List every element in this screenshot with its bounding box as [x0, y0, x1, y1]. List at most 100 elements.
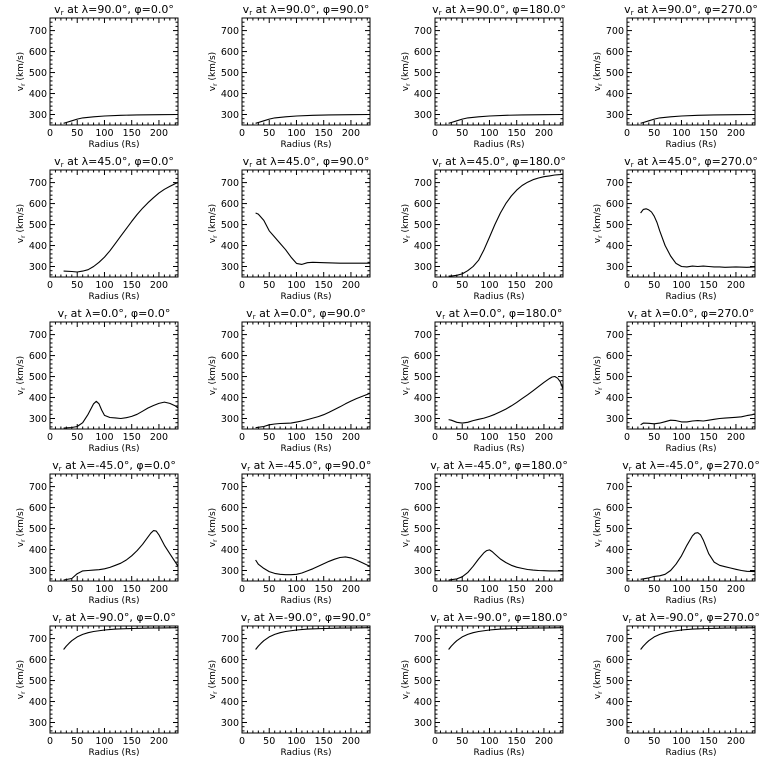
panel-lambda: 90.0: [667, 3, 692, 16]
y-tick-label: 600: [414, 655, 432, 666]
x-tick-label: 0: [624, 736, 630, 747]
panel-phi: 0.0: [147, 307, 165, 320]
y-tick-label: 500: [221, 524, 239, 535]
x-tick-label: 150: [315, 432, 333, 443]
x-tick-label: 100: [95, 736, 113, 747]
x-tick-label: 150: [508, 432, 526, 443]
y-tick-label: 300: [29, 262, 47, 273]
x-tick-label: 200: [727, 736, 745, 747]
x-tick-label: 200: [342, 736, 360, 747]
panel-lambda: 45.0: [475, 155, 500, 168]
x-tick-label: 100: [480, 280, 498, 291]
panel-phi: 180.0: [531, 459, 563, 472]
x-axis-label: Radius (Rs): [665, 748, 716, 758]
y-axis-label: vr (km/s): [593, 660, 604, 699]
panel-4: vr at λ=90.0°, φ=270.0° 0 50 100 150 200 300 40…: [593, 3, 758, 150]
y-tick-label: 300: [606, 110, 624, 121]
y-tick-label: 600: [221, 655, 239, 666]
x-tick-label: 0: [624, 432, 630, 443]
x-tick-label: 50: [71, 584, 83, 595]
y-tick-label: 500: [29, 68, 47, 79]
panel-lambda: -45.0: [665, 459, 693, 472]
x-tick-label: 200: [535, 128, 553, 139]
x-tick-label: 150: [508, 280, 526, 291]
x-tick-label: 150: [123, 280, 141, 291]
panel-phi: 0.0: [151, 155, 169, 168]
y-tick-label: 600: [221, 47, 239, 58]
x-tick-label: 0: [239, 432, 245, 443]
panel-phi: 90.0: [341, 611, 366, 624]
y-tick-label: 600: [221, 503, 239, 514]
panel-title: vr at λ=45.0°, φ=90.0°: [243, 155, 370, 169]
plot-frame: [434, 169, 564, 278]
x-tick-label: 150: [508, 736, 526, 747]
panel-15: vr at λ=-45.0°, φ=180.0° 0 50 100 150 200 300 4…: [401, 459, 568, 606]
x-tick-label: 50: [263, 584, 275, 595]
x-tick-label: 50: [648, 584, 660, 595]
y-tick-label: 400: [221, 545, 239, 556]
panel-phi: 270.0: [717, 307, 749, 320]
y-tick-label: 300: [606, 566, 624, 577]
panel-title: vr at λ=-45.0°, φ=270.0°: [622, 459, 760, 473]
plot-frame: [49, 473, 179, 582]
panel-2: vr at λ=90.0°, φ=90.0° 0 50 100 150 200 300 400…: [208, 3, 371, 150]
panel-6: vr at λ=45.0°, φ=90.0° 0 50 100 150 200 300 400…: [208, 155, 371, 302]
panel-title: vr at λ=90.0°, φ=180.0°: [432, 3, 566, 17]
y-tick-label: 700: [29, 330, 47, 341]
y-tick-label: 300: [221, 262, 239, 273]
y-tick-label: 700: [606, 634, 624, 645]
panel-16: vr at λ=-45.0°, φ=270.0° 0 50 100 150 200 300 4…: [593, 459, 760, 606]
y-tick-label: 600: [606, 655, 624, 666]
panel-phi: 180.0: [525, 307, 557, 320]
y-tick-label: 600: [606, 47, 624, 58]
panel-lambda: 45.0: [667, 155, 692, 168]
panel-lambda: -45.0: [473, 459, 501, 472]
y-axis-label: vr (km/s): [401, 356, 412, 395]
panel-title: vr at λ=0.0°, φ=270.0°: [628, 307, 755, 321]
x-tick-label: 200: [342, 432, 360, 443]
x-tick-label: 0: [432, 280, 438, 291]
panel-lambda: -90.0: [473, 611, 501, 624]
x-tick-label: 150: [315, 128, 333, 139]
y-tick-label: 500: [29, 220, 47, 231]
x-axis-label: Radius (Rs): [665, 140, 716, 150]
x-tick-label: 150: [508, 128, 526, 139]
x-tick-label: 100: [287, 584, 305, 595]
panel-lambda: 90.0: [286, 3, 311, 16]
panel-title: vr at λ=90.0°, φ=0.0°: [54, 3, 174, 17]
x-tick-label: 150: [700, 736, 718, 747]
vr-curve: [640, 208, 756, 268]
x-axis-label: Radius (Rs): [280, 748, 331, 758]
y-tick-label: 500: [414, 372, 432, 383]
x-tick-label: 200: [535, 584, 553, 595]
x-tick-label: 50: [456, 432, 468, 443]
panel-13: vr at λ=-45.0°, φ=0.0° 0 50 100 150 200 300 400…: [16, 459, 179, 606]
x-tick-label: 50: [648, 432, 660, 443]
y-axis-label: vr (km/s): [16, 508, 27, 547]
y-tick-label: 700: [221, 330, 239, 341]
y-tick-label: 700: [221, 178, 239, 189]
x-tick-label: 50: [648, 128, 660, 139]
panel-title: vr at λ=0.0°, φ=90.0°: [246, 307, 366, 321]
plot-frame: [626, 321, 756, 430]
y-axis-label: vr (km/s): [208, 204, 219, 243]
x-tick-label: 50: [71, 128, 83, 139]
panel-phi: 270.0: [723, 611, 755, 624]
x-tick-label: 150: [123, 432, 141, 443]
panel-title: vr at λ=45.0°, φ=270.0°: [624, 155, 758, 169]
y-tick-label: 300: [29, 718, 47, 729]
y-axis-label: vr (km/s): [401, 508, 412, 547]
x-tick-label: 200: [150, 736, 168, 747]
y-tick-label: 500: [221, 68, 239, 79]
panel-lambda: -90.0: [284, 611, 312, 624]
x-tick-label: 200: [150, 584, 168, 595]
vr-curve: [255, 627, 371, 650]
panel-title: vr at λ=90.0°, φ=270.0°: [624, 3, 758, 17]
x-tick-label: 0: [239, 128, 245, 139]
x-tick-label: 100: [672, 736, 690, 747]
y-tick-label: 500: [606, 676, 624, 687]
x-axis-label: Radius (Rs): [280, 140, 331, 150]
vr-curve: [448, 627, 564, 650]
y-axis-label: vr (km/s): [401, 52, 412, 91]
x-tick-label: 50: [71, 280, 83, 291]
